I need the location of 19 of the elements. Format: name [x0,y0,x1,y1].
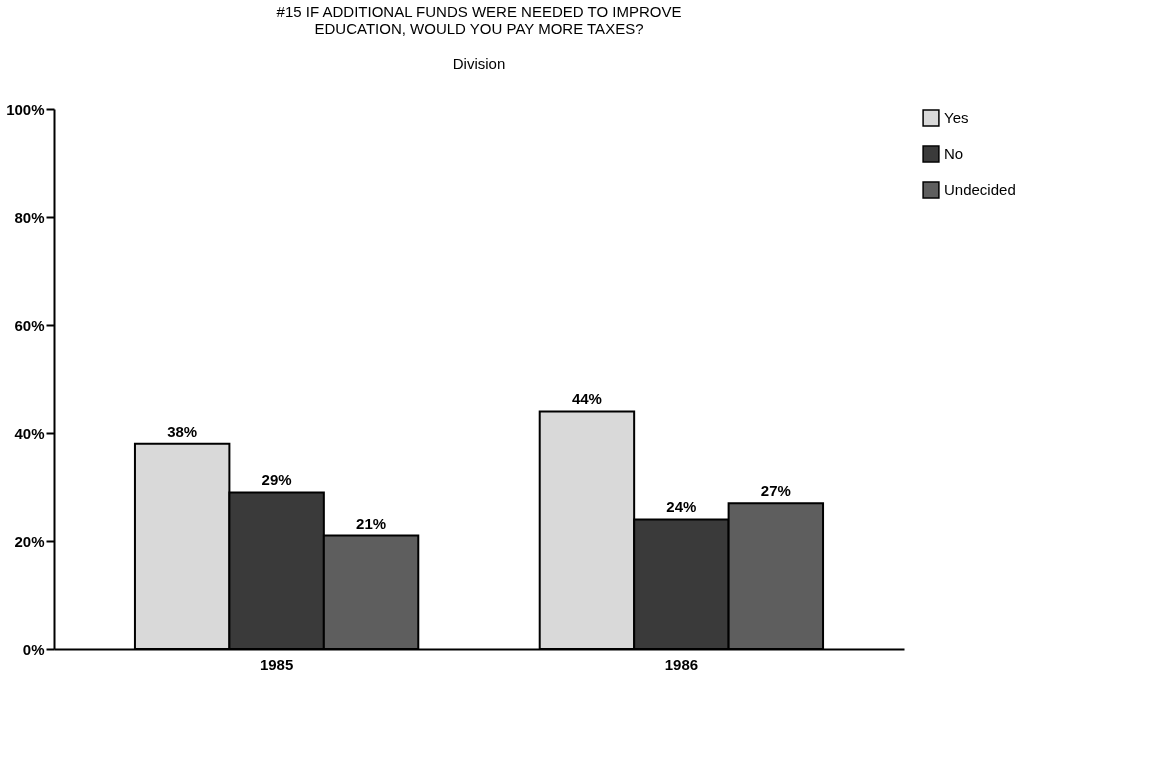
legend-label: Yes [944,109,969,126]
y-tick-label: 60% [14,316,45,334]
chart-title: #15 IF ADDITIONAL FUNDS WERE NEEDED TO IMPROVE EDUCATION, WOULD YOU PAY MORE TAXES? [276,3,682,37]
legend-label: Undecided [944,181,1016,198]
y-tick-label: 40% [14,424,45,442]
data-label: 44% [571,390,602,408]
legend-label: No [944,145,964,162]
data-label: 38% [167,422,198,440]
data-label: 24% [666,498,697,516]
y-tick-label: 0% [22,640,45,658]
y-tick-label: 20% [14,532,45,550]
y-tick-label: 80% [14,208,45,226]
chart-subtitle: Division [452,55,506,72]
x-tick-label: 1985 [259,655,294,673]
data-label: 29% [261,471,292,489]
x-tick-label: 1986 [664,655,699,673]
y-tick-label: 100% [6,100,45,118]
data-label: 21% [356,514,387,532]
data-label: 27% [760,482,791,500]
